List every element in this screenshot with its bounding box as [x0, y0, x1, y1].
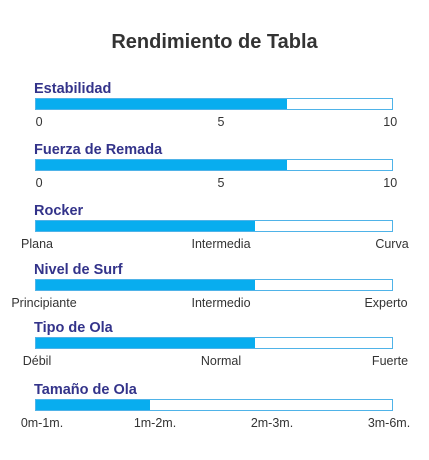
progress-bar-fill [36, 400, 150, 410]
progress-bar [35, 159, 393, 171]
scale-tick-label: Intermedio [191, 296, 251, 310]
metric-label: Tipo de Ola [34, 320, 113, 336]
metric-label: Fuerza de Remada [34, 142, 163, 158]
scale-labels: Principiante Intermedio Experto [0, 296, 429, 312]
scale-tick-label: 1m-2m. [133, 416, 177, 430]
metric-row: Nivel de Surf Principiante Intermedio Exper… [0, 262, 429, 318]
scale-labels: 0 5 10 [0, 115, 429, 131]
page-title: Rendimiento de Tabla [111, 31, 318, 53]
metric-row: Tipo de Ola Débil Normal Fuerte [0, 320, 429, 376]
metric-label: Rocker [34, 203, 84, 219]
metric-label: Nivel de Surf [34, 262, 123, 278]
scale-labels: Plana Intermedia Curva [0, 237, 429, 253]
scale-tick-label: 10 [383, 115, 398, 129]
scale-tick-label: 0m-1m. [20, 416, 64, 430]
metric-row: Estabilidad 0 5 10 [0, 81, 429, 137]
progress-bar [35, 399, 393, 411]
scale-tick-label: Normal [200, 354, 242, 368]
scale-tick-label: Débil [22, 354, 52, 368]
progress-bar [35, 98, 393, 110]
scale-tick-label: 2m-3m. [250, 416, 294, 430]
progress-bar-fill [36, 338, 255, 348]
progress-bar-fill [36, 160, 287, 170]
progress-bar [35, 337, 393, 349]
scale-tick-label: Experto [364, 296, 408, 310]
progress-bar-fill [36, 221, 255, 231]
scale-labels: 0m-1m. 1m-2m. 2m-3m. 3m-6m. [0, 416, 429, 432]
scale-labels: Débil Normal Fuerte [0, 354, 429, 370]
scale-tick-label: 0 [35, 176, 43, 190]
metric-label: Estabilidad [34, 81, 112, 97]
scale-tick-label: Plana [21, 237, 53, 251]
scale-tick-label: Principiante [11, 296, 77, 310]
scale-tick-label: 5 [217, 115, 225, 129]
scale-tick-label: 5 [217, 176, 225, 190]
metric-row: Rocker Plana Intermedia Curva [0, 203, 429, 259]
scale-tick-label: 3m-6m. [367, 416, 411, 430]
progress-bar-fill [36, 99, 287, 109]
scale-tick-label: Curva [375, 237, 409, 251]
metric-row: Tamaño de Ola 0m-1m. 1m-2m. 2m-3m. 3m-6m. [0, 382, 429, 438]
progress-bar [35, 220, 393, 232]
scale-tick-label: 10 [383, 176, 398, 190]
scale-tick-label: 0 [35, 115, 43, 129]
scale-tick-label: Fuerte [371, 354, 409, 368]
progress-bar [35, 279, 393, 291]
metric-label: Tamaño de Ola [34, 382, 137, 398]
metric-row: Fuerza de Remada 0 5 10 [0, 142, 429, 198]
scale-tick-label: Intermedia [191, 237, 251, 251]
scale-labels: 0 5 10 [0, 176, 429, 192]
progress-bar-fill [36, 280, 255, 290]
